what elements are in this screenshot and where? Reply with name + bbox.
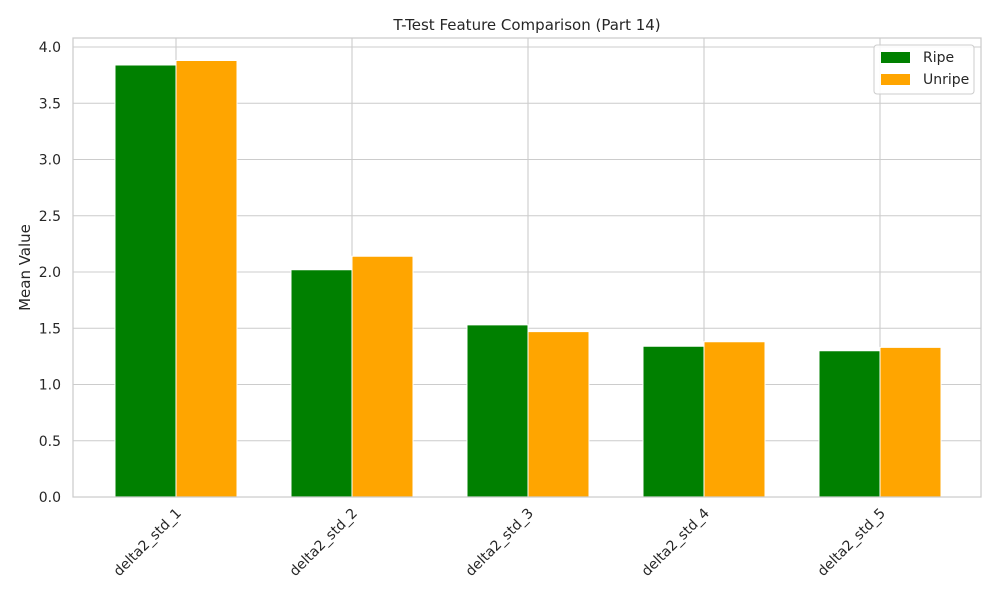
y-tick-label: 0.5 (39, 434, 61, 450)
y-tick-label: 2.5 (39, 209, 61, 225)
legend-swatch-ripe (881, 52, 910, 63)
bar-ripe-delta2_std_4 (642, 345, 705, 498)
y-tick-label: 2.0 (39, 265, 61, 281)
x-tick-label: delta2_std_1 (111, 506, 185, 580)
y-tick-label: 1.5 (39, 321, 61, 337)
x-tick-label: delta2_std_3 (463, 506, 537, 580)
x-tick-label: delta2_std_2 (287, 506, 361, 580)
plot-frame (72, 37, 982, 498)
y-tick-label: 3.0 (39, 153, 61, 169)
bar-ripe-delta2_std_2 (290, 269, 353, 498)
legend-label-unripe: Unripe (923, 72, 969, 88)
x-tick-labels: delta2_std_1 delta2_std_2 delta2_std_3 delt… (111, 505, 889, 579)
bar-unripe-delta2_std_1 (175, 60, 238, 498)
bar-ripe-delta2_std_3 (466, 324, 529, 498)
y-tick-labels: 0.0 0.5 1.0 1.5 2.0 2.5 3.0 3.5 4.0 (39, 40, 61, 506)
x-tick-label: delta2_std_4 (639, 505, 713, 579)
bar-ripe-delta2_std_1 (114, 64, 177, 498)
bar-unripe-delta2_std_4 (703, 341, 766, 498)
bar-ripe-delta2_std_5 (818, 350, 881, 498)
y-tick-label: 1.0 (39, 378, 61, 394)
chart-title: T-Test Feature Comparison (Part 14) (392, 16, 660, 34)
bar-unripe-delta2_std_5 (879, 346, 942, 498)
bar-unripe-delta2_std_2 (351, 255, 414, 498)
bars-layer (114, 60, 942, 498)
x-tick-label: delta2_std_5 (815, 506, 889, 580)
y-axis-label: Mean Value (16, 224, 34, 311)
bar-unripe-delta2_std_3 (527, 331, 590, 498)
legend-label-ripe: Ripe (923, 50, 954, 66)
legend: Ripe Unripe (873, 44, 975, 95)
y-tick-label: 0.0 (39, 490, 61, 506)
y-tick-label: 3.5 (39, 96, 61, 112)
y-tick-label: 4.0 (39, 40, 61, 56)
legend-swatch-unripe (881, 74, 910, 85)
